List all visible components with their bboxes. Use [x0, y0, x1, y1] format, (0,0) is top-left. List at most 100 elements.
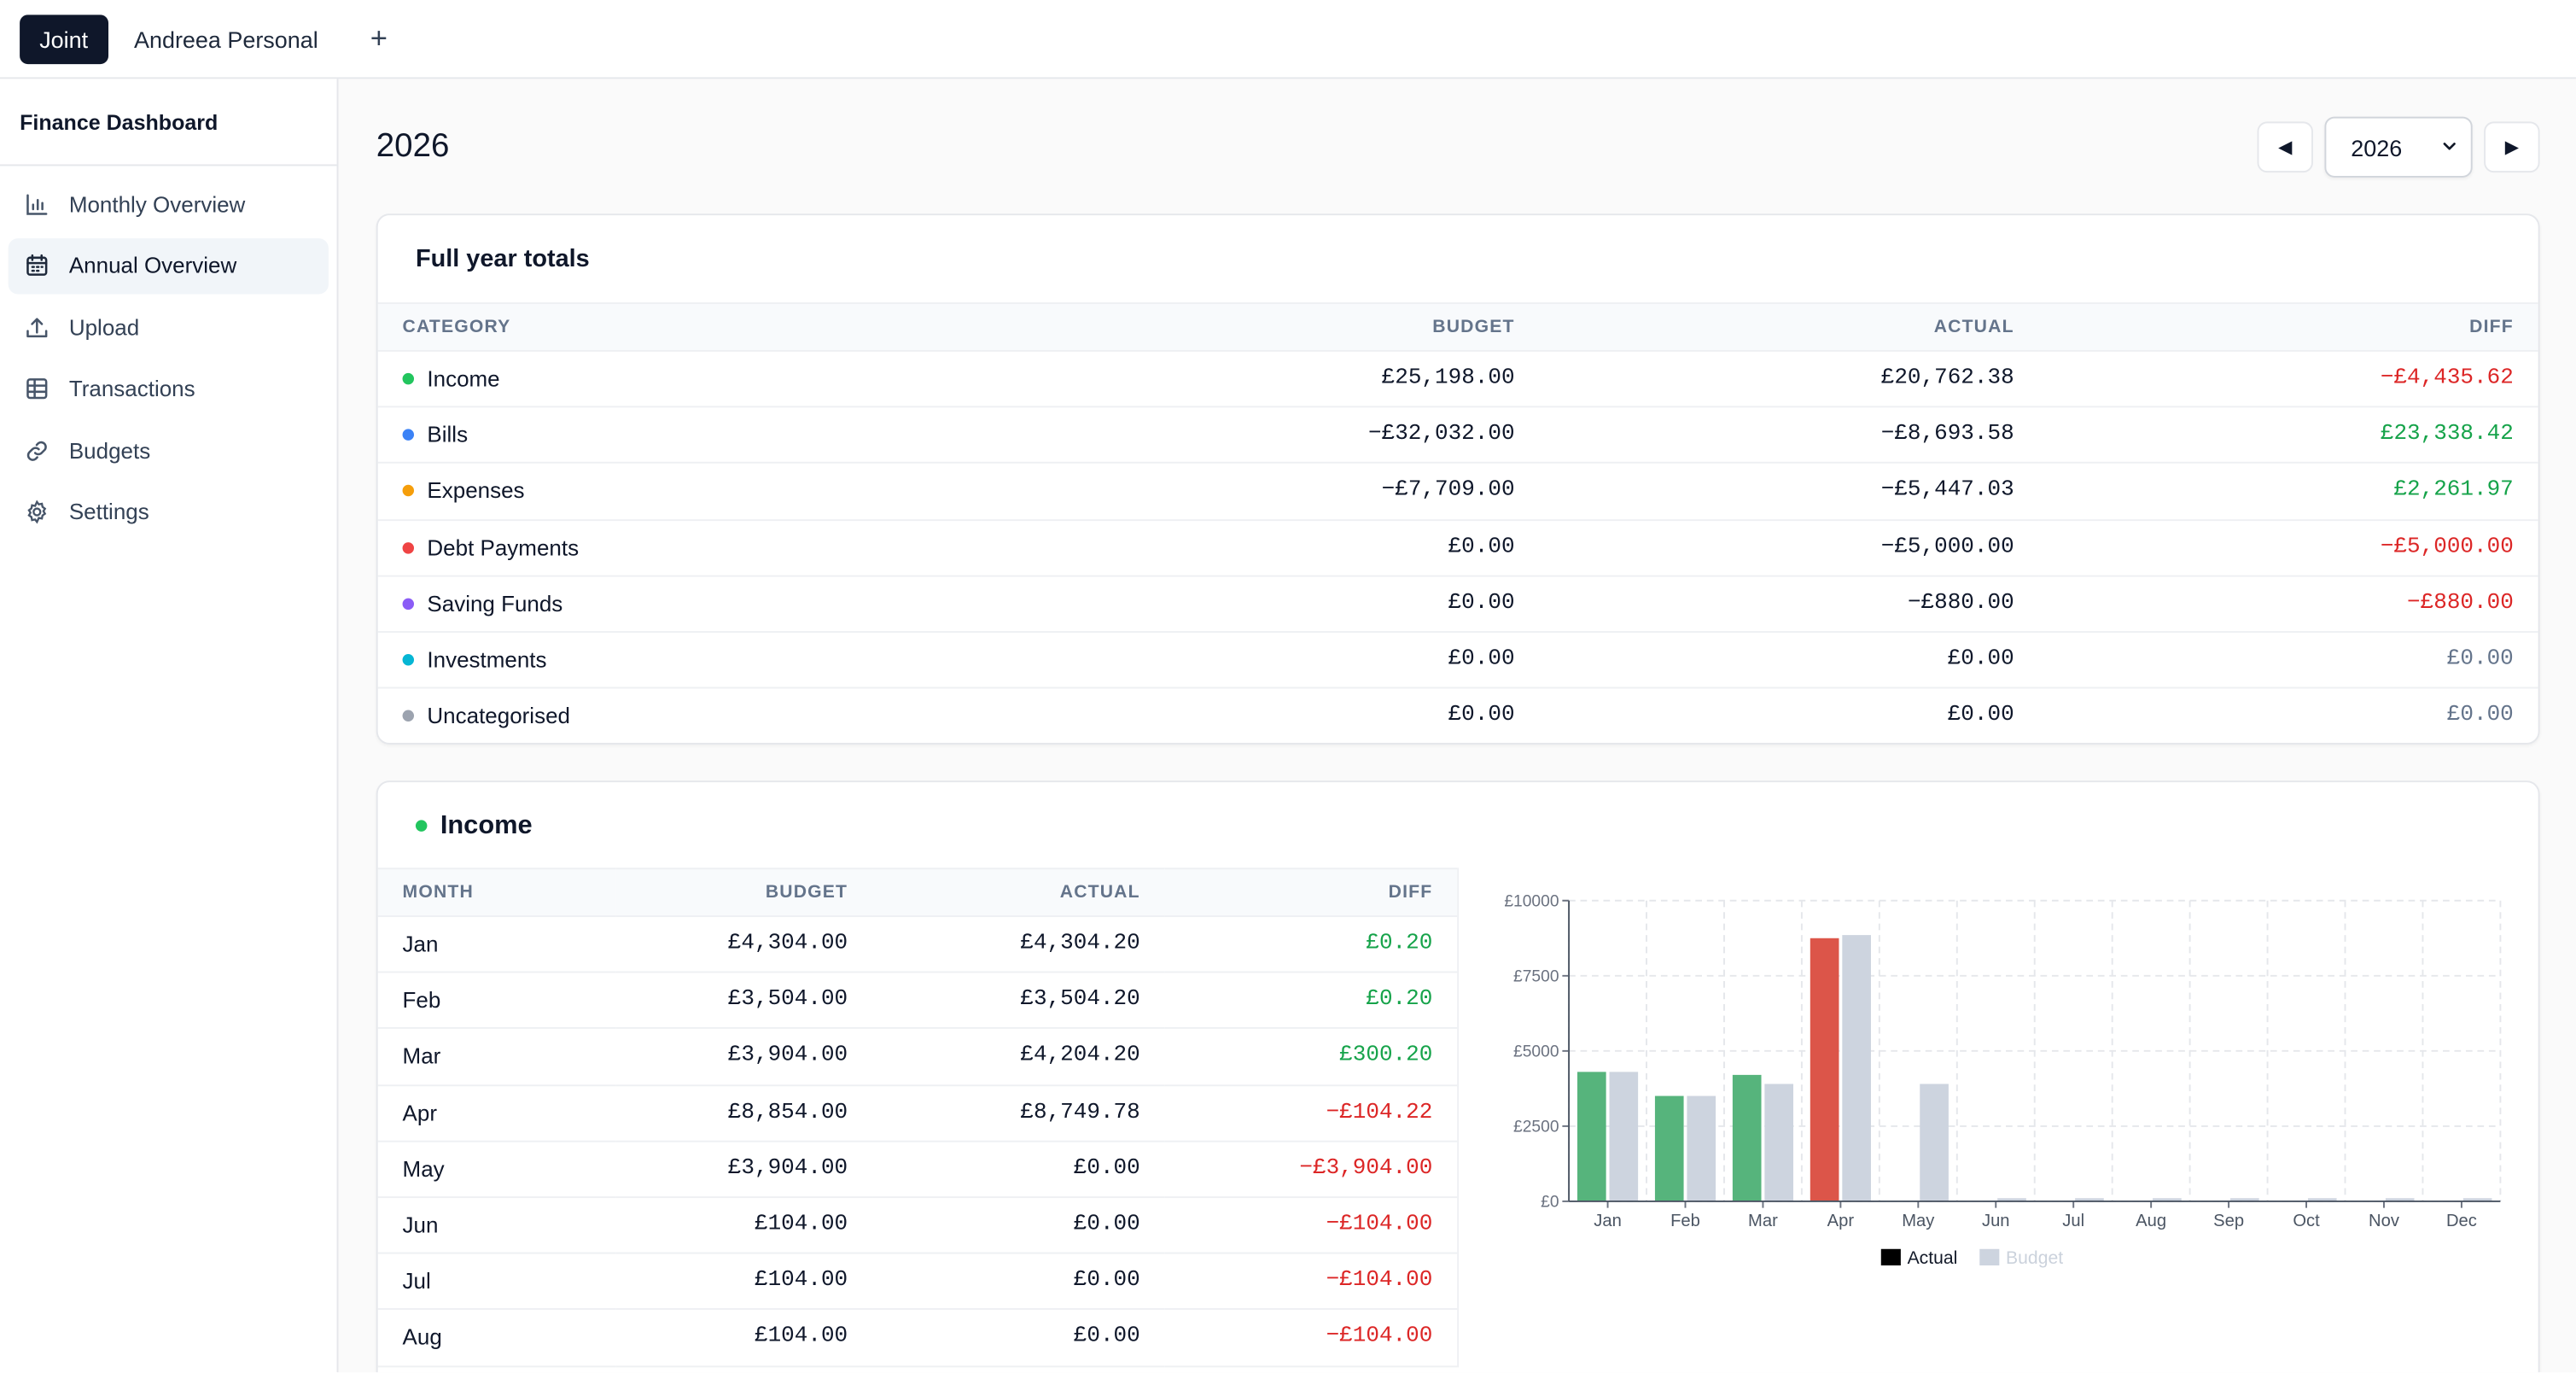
table-row: Expenses −£7,709.00 −£5,447.03 £2,261.97: [377, 463, 2538, 521]
table-row: Jun £104.00 £0.00 −£104.00: [377, 1197, 1458, 1254]
column-header-budget: BUDGET: [615, 868, 873, 917]
table-row: Saving Funds £0.00 −£880.00 −£880.00: [377, 575, 2538, 633]
sidebar-item-label: Monthly Overview: [68, 191, 246, 217]
category-cell: Expenses: [377, 463, 982, 521]
month-cell: May: [377, 1141, 616, 1198]
budget-cell: £3,904.00: [615, 1028, 873, 1086]
x-tick-label: Apr: [1827, 1212, 1855, 1230]
x-tick-label: Mar: [1748, 1212, 1778, 1230]
month-cell: Aug: [377, 1309, 616, 1367]
column-header-actual: ACTUAL: [872, 868, 1165, 917]
table-row: Investments £0.00 £0.00 £0.00: [377, 631, 2538, 689]
month-cell: Mar: [377, 1028, 616, 1086]
card-title: Income: [378, 782, 2538, 869]
x-tick-label: Sep: [2213, 1212, 2244, 1230]
diff-cell: −£3,904.00: [1164, 1141, 1458, 1198]
category-color-dot: [402, 654, 415, 666]
x-tick-label: Jan: [1594, 1212, 1622, 1230]
y-tick-label: £5000: [1513, 1043, 1559, 1061]
sidebar-item-upload[interactable]: Upload: [9, 299, 329, 354]
bar-budget-apr: [1842, 935, 1871, 1201]
budget-cell: £104.00: [615, 1253, 873, 1311]
actual-cell: −£5,000.00: [1539, 519, 2039, 577]
diff-cell: −£104.00: [1164, 1309, 1458, 1367]
diff-cell: £0.20: [1164, 972, 1458, 1030]
x-tick-label: Feb: [1670, 1212, 1700, 1230]
bar-budget-mar: [1764, 1084, 1794, 1201]
sidebar-item-label: Settings: [68, 500, 149, 524]
sidebar-item-settings[interactable]: Settings: [9, 484, 329, 540]
bar-actual-mar: [1732, 1074, 1762, 1201]
budget-cell: £4,304.00: [615, 916, 873, 973]
y-tick-label: £10000: [1504, 892, 1559, 910]
diff-cell: £0.20: [1164, 916, 1458, 973]
category-name: Bills: [427, 423, 469, 448]
diff-cell: £300.20: [1164, 1028, 1458, 1086]
actual-cell: £0.00: [1539, 687, 2039, 743]
sidebar-item-label: Budgets: [68, 437, 151, 463]
x-tick-label: Oct: [2293, 1212, 2320, 1230]
year-select[interactable]: 2026: [2324, 116, 2473, 178]
category-name: Saving Funds: [427, 591, 563, 616]
legend-label-actual: Actual: [1908, 1248, 1958, 1268]
income-bar-chart: £0 £2500 £5000 £7500 £10000 Jan Feb Mar Apr May Ju…: [1504, 892, 2502, 1268]
diff-cell: −£5,000.00: [2038, 519, 2538, 577]
sidebar-item-label: Annual Overview: [68, 253, 237, 278]
table-row: Jul £104.00 £0.00 −£104.00: [377, 1253, 1458, 1311]
table-header-row: CATEGORY BUDGET ACTUAL DIFF: [377, 302, 2538, 352]
column-header-diff: DIFF: [1164, 868, 1458, 917]
table-row: May £3,904.00 £0.00 −£3,904.00: [377, 1141, 1458, 1198]
sidebar-nav: Monthly Overview Annual Overview Upload …: [0, 166, 337, 555]
x-tick-label: Jul: [2062, 1212, 2084, 1230]
bar-budget-feb: [1687, 1095, 1716, 1201]
tab-joint[interactable]: Joint: [20, 14, 108, 64]
bar-budget-may: [1920, 1084, 1949, 1201]
category-name: Income: [427, 366, 500, 392]
income-color-dot: [415, 820, 428, 832]
category-name: Expenses: [427, 478, 525, 504]
table-header-row: MONTH BUDGET ACTUAL DIFF: [377, 868, 1458, 917]
sidebar-item-monthly-overview[interactable]: Monthly Overview: [9, 176, 329, 231]
card-title: Full year totals: [415, 244, 590, 273]
sidebar-item-transactions[interactable]: Transactions: [9, 360, 329, 416]
sidebar-item-budgets[interactable]: Budgets: [9, 423, 329, 478]
budget-cell: £104.00: [615, 1197, 873, 1254]
x-tick-label: Nov: [2369, 1212, 2400, 1230]
previous-year-button[interactable]: ◀: [2257, 121, 2313, 173]
bar-actual-feb: [1654, 1095, 1684, 1201]
budget-cell: £0.00: [981, 519, 1540, 577]
year-select-value: 2026: [2351, 133, 2403, 161]
column-header-actual: ACTUAL: [1539, 302, 2039, 352]
next-year-button[interactable]: ▶: [2484, 121, 2540, 173]
legend-swatch-actual: [1880, 1248, 1901, 1266]
category-name: Debt Payments: [427, 535, 580, 560]
add-tab-button[interactable]: +: [370, 21, 388, 55]
category-cell: Debt Payments: [377, 519, 982, 577]
month-cell: Apr: [377, 1084, 616, 1142]
column-header-diff: DIFF: [2038, 302, 2538, 352]
diff-cell: −£104.00: [1164, 1253, 1458, 1311]
budget-cell: £3,904.00: [615, 1141, 873, 1198]
month-cell: Jan: [377, 916, 616, 973]
diff-cell: −£104.00: [1164, 1197, 1458, 1254]
bar-budget-sep: [2230, 1198, 2259, 1201]
category-color-dot: [402, 429, 415, 441]
tab-andreea-personal[interactable]: Andreea Personal: [134, 25, 318, 52]
month-cell: Jun: [377, 1197, 616, 1254]
year-navigation: ◀ 2026 ▶: [2257, 116, 2540, 178]
sidebar-item-label: Transactions: [68, 376, 195, 401]
gear-icon: [27, 500, 47, 524]
diff-cell: −£4,435.62: [2038, 350, 2538, 408]
income-table: MONTH BUDGET ACTUAL DIFF Jan £4,304.00 £4,…: [377, 868, 1458, 1367]
category-cell: Investments: [377, 631, 982, 689]
sidebar-item-annual-overview[interactable]: Annual Overview: [8, 237, 329, 294]
bar-budget-jan: [1609, 1072, 1639, 1201]
diff-cell: −£104.22: [1164, 1084, 1458, 1142]
actual-cell: £0.00: [872, 1309, 1165, 1367]
budget-cell: £3,504.00: [615, 972, 873, 1030]
bar-budget-jul: [2075, 1198, 2104, 1201]
x-tick-label: Aug: [2136, 1212, 2166, 1230]
diff-cell: £2,261.97: [2038, 463, 2538, 521]
column-header-budget: BUDGET: [981, 302, 1540, 352]
